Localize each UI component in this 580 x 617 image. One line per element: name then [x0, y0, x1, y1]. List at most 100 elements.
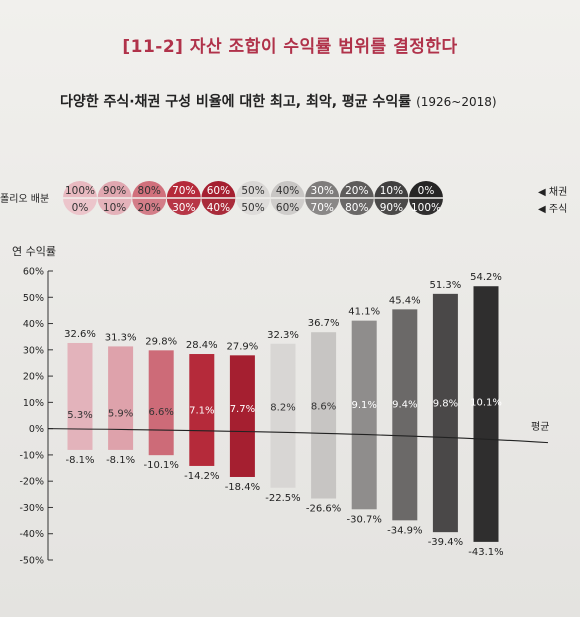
allocation-circle-bottom [409, 198, 443, 215]
allocation-circle-bottom [132, 198, 167, 215]
best-return-label: 45.4% [389, 295, 421, 306]
subtitle-period: (1926~2018) [416, 95, 497, 109]
figure-title: [11-2] 자산 조합이 수익률 범위를 결정한다 [122, 37, 458, 57]
stock-legend: ◀ 주식 [538, 203, 567, 215]
best-return-label: 36.7% [308, 318, 340, 329]
allocation-circle-top [236, 181, 270, 198]
y-tick-label: 30% [23, 345, 44, 356]
average-return-label: 10.1% [470, 398, 502, 409]
range-bar [229, 355, 255, 477]
allocation-circle-top [201, 181, 236, 198]
allocation-circle-top [305, 181, 340, 198]
y-tick-label: -10% [19, 450, 44, 461]
allocation-circle-top [166, 181, 201, 198]
best-return-label: 51.3% [430, 280, 462, 291]
bond-share-label: 90% [103, 185, 126, 197]
range-bar [67, 342, 93, 450]
worst-return-label: -26.6% [306, 504, 341, 515]
average-return-label: 8.2% [270, 403, 295, 414]
range-bar [473, 286, 499, 542]
y-tick-label: -30% [19, 503, 44, 514]
bond-share-label: 50% [241, 185, 264, 197]
range-bar [148, 350, 174, 456]
average-return-label: 9.8% [433, 398, 458, 409]
allocation-circle-top [409, 181, 443, 198]
bond-share-label: 10% [380, 185, 403, 197]
average-return-label: 9.1% [351, 400, 376, 411]
stock-share-label: 80% [345, 202, 368, 214]
stock-share-label: 50% [241, 202, 264, 214]
y-tick-label: 40% [23, 319, 44, 330]
figure-subtitle: 다양한 주식·채권 구성 비율에 대한 최고, 최악, 평균 수익률 (1926… [60, 91, 497, 111]
average-return-label: 5.3% [67, 410, 92, 421]
range-bar [108, 346, 134, 450]
allocation-circle-top [374, 181, 409, 198]
bond-share-label: 70% [172, 185, 195, 197]
worst-return-label: -34.9% [387, 525, 422, 536]
subtitle-text: 다양한 주식·채권 구성 비율에 대한 최고, 최악, 평균 수익률 [60, 94, 412, 110]
stock-share-label: 60% [276, 202, 299, 214]
worst-return-label: -10.1% [144, 460, 179, 471]
range-bar [392, 309, 418, 521]
bond-share-label: 100% [65, 185, 95, 197]
allocation-circle-top [97, 181, 132, 198]
average-line-label: 평균 [531, 421, 549, 433]
stock-share-label: 20% [138, 202, 161, 214]
worst-return-label: -39.4% [428, 537, 463, 548]
best-return-label: 54.2% [470, 272, 502, 283]
allocation-circle-bottom [374, 198, 409, 215]
range-bar [270, 343, 296, 488]
range-bar [189, 354, 215, 466]
best-return-label: 28.4% [186, 340, 218, 351]
average-return-label: 7.7% [230, 404, 255, 415]
best-return-label: 29.8% [145, 336, 177, 347]
y-tick-label: 50% [23, 293, 44, 304]
allocation-circle-bottom [201, 198, 236, 215]
y-tick-label: 0% [29, 424, 44, 435]
allocation-circle-bottom [236, 198, 270, 215]
best-return-label: 32.6% [64, 329, 96, 340]
stock-share-label: 40% [207, 202, 230, 214]
worst-return-label: -22.5% [265, 493, 300, 504]
range-bar [432, 293, 458, 533]
average-return-label: 9.4% [392, 399, 417, 410]
allocation-row-label: 폴리오 배분 [0, 193, 49, 205]
stock-share-label: 100% [411, 202, 441, 214]
bond-share-label: 60% [207, 185, 230, 197]
stock-share-label: 0% [72, 202, 89, 214]
worst-return-label: -8.1% [106, 455, 135, 466]
stock-share-label: 10% [103, 202, 126, 214]
range-bar [351, 320, 377, 510]
allocation-circle-bottom [63, 198, 97, 215]
y-tick-label: 20% [23, 372, 44, 383]
allocation-circle-bottom [166, 198, 201, 215]
allocation-circle-top [132, 181, 167, 198]
bond-legend: ◀ 채권 [538, 186, 567, 198]
average-return-label: 7.1% [189, 405, 214, 416]
best-return-label: 41.1% [348, 307, 380, 318]
allocation-circle-top [339, 181, 374, 198]
y-axis-title: 연 수익률 [12, 245, 56, 258]
average-return-label: 5.9% [108, 409, 133, 420]
allocation-circle-bottom [97, 198, 132, 215]
best-return-label: 27.9% [227, 341, 259, 352]
allocation-circle-bottom [305, 198, 340, 215]
best-return-label: 31.3% [105, 332, 137, 343]
y-tick-label: -40% [19, 529, 44, 540]
worst-return-label: -43.1% [468, 547, 503, 558]
stock-share-label: 90% [380, 202, 403, 214]
allocation-circle-bottom [270, 198, 305, 215]
average-return-label: 6.6% [148, 407, 173, 418]
y-tick-label: -20% [19, 477, 44, 488]
best-return-label: 32.3% [267, 330, 299, 341]
bond-share-label: 0% [418, 185, 435, 197]
stock-share-label: 30% [172, 202, 195, 214]
stock-share-label: 70% [311, 202, 334, 214]
bond-share-label: 30% [311, 185, 334, 197]
y-tick-label: -50% [19, 556, 44, 567]
average-line [47, 428, 549, 444]
allocation-circle-top [270, 181, 305, 198]
worst-return-label: -8.1% [65, 455, 94, 466]
bond-share-label: 20% [345, 185, 368, 197]
allocation-circle-top [63, 181, 97, 198]
